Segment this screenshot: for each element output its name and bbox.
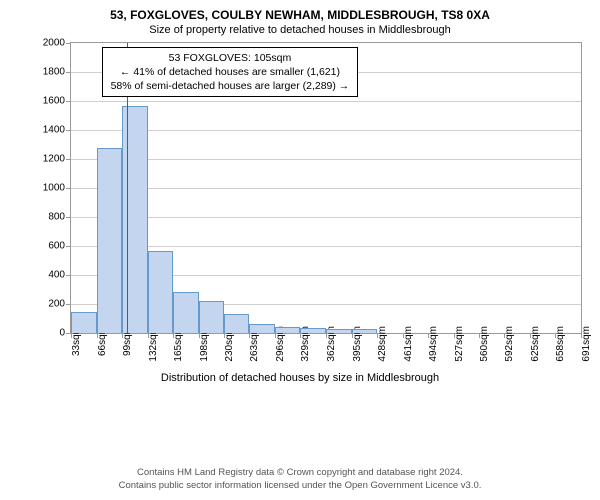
- y-tick-label: 1000: [43, 182, 71, 193]
- y-tick-label: 400: [48, 269, 71, 280]
- annotation-line-2: ← 41% of detached houses are smaller (1,…: [111, 65, 350, 79]
- x-tick-label: 625sqm: [530, 326, 541, 362]
- y-tick-label: 200: [48, 298, 71, 309]
- x-tick-label: 691sqm: [581, 326, 592, 362]
- x-tick-label: 592sqm: [504, 326, 515, 362]
- chart-title-sub: Size of property relative to detached ho…: [0, 22, 600, 41]
- y-tick-label: 1800: [43, 66, 71, 77]
- footer: Contains HM Land Registry data © Crown c…: [0, 467, 600, 492]
- x-tick-label: 428sqm: [377, 326, 388, 362]
- gridline: [71, 101, 581, 102]
- x-tick-label: 560sqm: [479, 326, 490, 362]
- y-tick-label: 1200: [43, 153, 71, 164]
- annotation-line-1: 53 FOXGLOVES: 105sqm: [111, 51, 350, 65]
- footer-line-2: Contains public sector information licen…: [0, 480, 600, 492]
- histogram-bar: [300, 328, 326, 332]
- histogram-bar: [173, 292, 199, 333]
- histogram-bar: [275, 327, 301, 333]
- histogram-bar: [352, 329, 378, 333]
- histogram-bar: [71, 312, 97, 332]
- x-tick-label: 461sqm: [403, 326, 414, 362]
- chart-title-main: 53, FOXGLOVES, COULBY NEWHAM, MIDDLESBRO…: [0, 0, 600, 22]
- chart-zone: Number of detached properties 53 FOXGLOV…: [70, 42, 582, 372]
- x-tick-label: 527sqm: [454, 326, 465, 362]
- plot-area: 53 FOXGLOVES: 105sqm ← 41% of detached h…: [70, 42, 582, 334]
- histogram-bar: [199, 301, 224, 333]
- histogram-bar: [326, 329, 352, 333]
- y-tick-label: 1400: [43, 124, 71, 135]
- histogram-bar: [148, 251, 174, 332]
- x-axis-label: Distribution of detached houses by size …: [0, 372, 600, 384]
- x-tick-label: 658sqm: [555, 326, 566, 362]
- histogram-bar: [97, 148, 123, 332]
- annotation-line-3: 58% of semi-detached houses are larger (…: [111, 79, 350, 93]
- y-tick-label: 1600: [43, 95, 71, 106]
- annotation-box: 53 FOXGLOVES: 105sqm ← 41% of detached h…: [102, 47, 359, 98]
- y-tick-label: 800: [48, 211, 71, 222]
- y-tick-label: 2000: [43, 37, 71, 48]
- histogram-bar: [224, 314, 250, 333]
- y-tick-label: 0: [59, 327, 71, 338]
- histogram-bar: [249, 324, 275, 333]
- footer-line-1: Contains HM Land Registry data © Crown c…: [0, 467, 600, 479]
- y-tick-label: 600: [48, 240, 71, 251]
- x-tick-label: 494sqm: [428, 326, 439, 362]
